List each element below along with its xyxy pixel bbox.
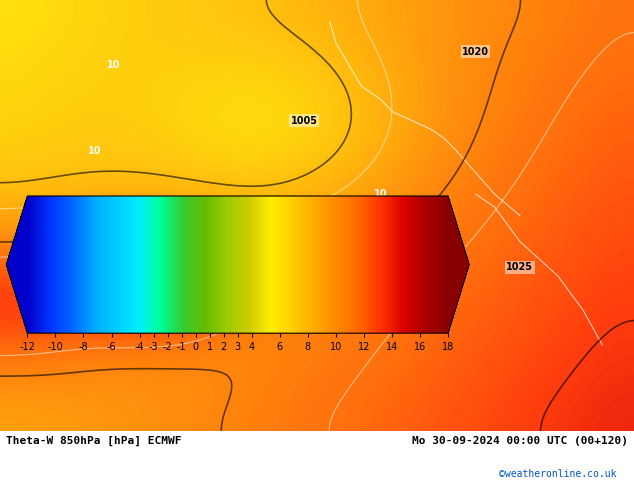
PathPatch shape <box>448 196 469 333</box>
Text: 1025: 1025 <box>507 262 533 272</box>
Text: Theta-W 850hPa [hPa] ECMWF: Theta-W 850hPa [hPa] ECMWF <box>6 436 182 446</box>
Text: 10: 10 <box>107 60 121 70</box>
Text: 15: 15 <box>215 211 229 220</box>
Text: 10: 10 <box>373 189 387 199</box>
Text: Mo 30-09-2024 00:00 UTC (00+120): Mo 30-09-2024 00:00 UTC (00+120) <box>411 436 628 446</box>
Text: 10: 10 <box>88 146 102 156</box>
PathPatch shape <box>6 196 27 333</box>
Text: ©weatheronline.co.uk: ©weatheronline.co.uk <box>499 469 617 479</box>
Text: 1005: 1005 <box>291 116 318 126</box>
Text: 1020: 1020 <box>462 47 489 57</box>
Text: 18: 18 <box>171 275 184 285</box>
